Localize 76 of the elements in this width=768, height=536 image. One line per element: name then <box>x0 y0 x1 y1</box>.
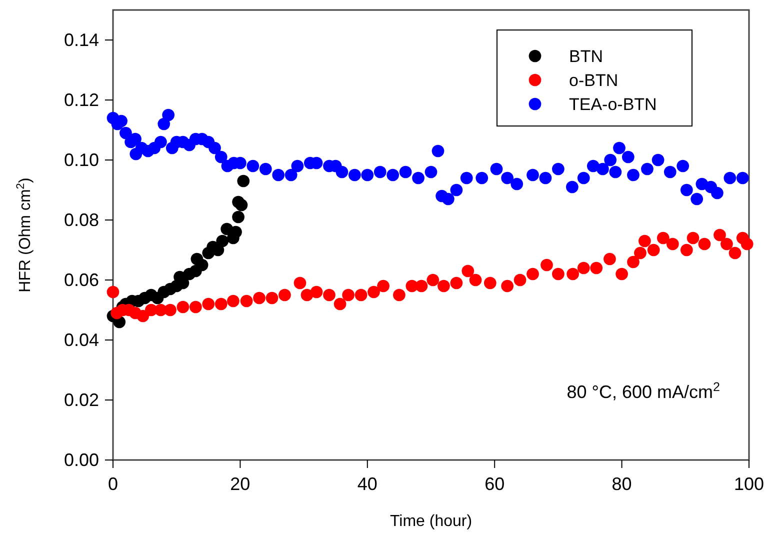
x-tick-label: 0 <box>108 474 118 494</box>
y-tick-label: 0.02 <box>64 390 99 410</box>
point <box>720 238 733 250</box>
point <box>566 268 580 280</box>
point <box>393 288 406 302</box>
point <box>627 256 640 268</box>
point <box>202 298 215 310</box>
point <box>728 246 742 260</box>
point <box>714 228 726 242</box>
point <box>278 288 291 302</box>
point <box>514 274 526 286</box>
point <box>164 304 176 316</box>
point <box>666 238 679 250</box>
point <box>253 292 266 304</box>
point <box>656 232 670 244</box>
point <box>232 210 244 224</box>
x-tick-label: 80 <box>612 474 632 494</box>
point <box>469 274 482 286</box>
point <box>638 234 651 248</box>
point <box>577 262 590 274</box>
point <box>190 300 202 314</box>
point <box>552 268 564 280</box>
point <box>214 298 228 310</box>
point <box>342 288 354 302</box>
point <box>462 264 474 278</box>
point <box>540 258 553 272</box>
point <box>501 280 514 292</box>
x-tick-label: 60 <box>484 474 505 494</box>
y-tick-label: 0.12 <box>64 90 99 110</box>
point <box>237 174 250 188</box>
legend-label: TEA-o-BTN <box>569 95 657 114</box>
legend-label: o-BTN <box>569 71 618 90</box>
point <box>196 258 208 272</box>
x-axis-title: Time (hour) <box>390 513 472 530</box>
point <box>240 294 253 308</box>
point <box>216 234 229 248</box>
y-tick-label: 0.08 <box>64 210 99 230</box>
point <box>106 286 120 298</box>
y-tick-label: 0.06 <box>64 270 99 290</box>
point <box>438 280 450 292</box>
point <box>227 294 240 308</box>
point <box>235 198 248 212</box>
point <box>300 288 314 302</box>
y-tick-label: 0.10 <box>64 150 99 170</box>
y-tick-label: 0.14 <box>64 30 99 50</box>
point <box>266 292 278 304</box>
point <box>136 310 150 322</box>
x-tick-label: 40 <box>357 474 378 494</box>
point <box>590 262 603 274</box>
point <box>334 298 346 310</box>
point <box>484 276 496 290</box>
point <box>450 276 463 290</box>
point <box>740 238 754 250</box>
point <box>698 238 711 250</box>
point <box>368 286 380 298</box>
point <box>415 280 428 292</box>
point <box>647 244 660 256</box>
y-tick-label: 0.04 <box>64 330 99 350</box>
annotation: 80 °C, 600 mA/cm$^{2}$ <box>566 380 720 402</box>
point <box>294 276 306 290</box>
point <box>310 286 323 298</box>
point <box>354 288 368 302</box>
point <box>604 252 616 266</box>
point <box>616 268 628 280</box>
point <box>680 244 693 256</box>
point <box>686 232 700 244</box>
point <box>426 274 440 286</box>
point <box>323 288 336 302</box>
point <box>634 246 646 260</box>
legend-label: BTN <box>569 47 603 66</box>
point <box>377 280 390 292</box>
point <box>526 268 539 280</box>
y-tick-label: 0.00 <box>64 450 99 470</box>
x-tick-label: 20 <box>230 474 250 494</box>
x-tick-label: 100 <box>734 474 764 494</box>
point <box>176 300 190 314</box>
